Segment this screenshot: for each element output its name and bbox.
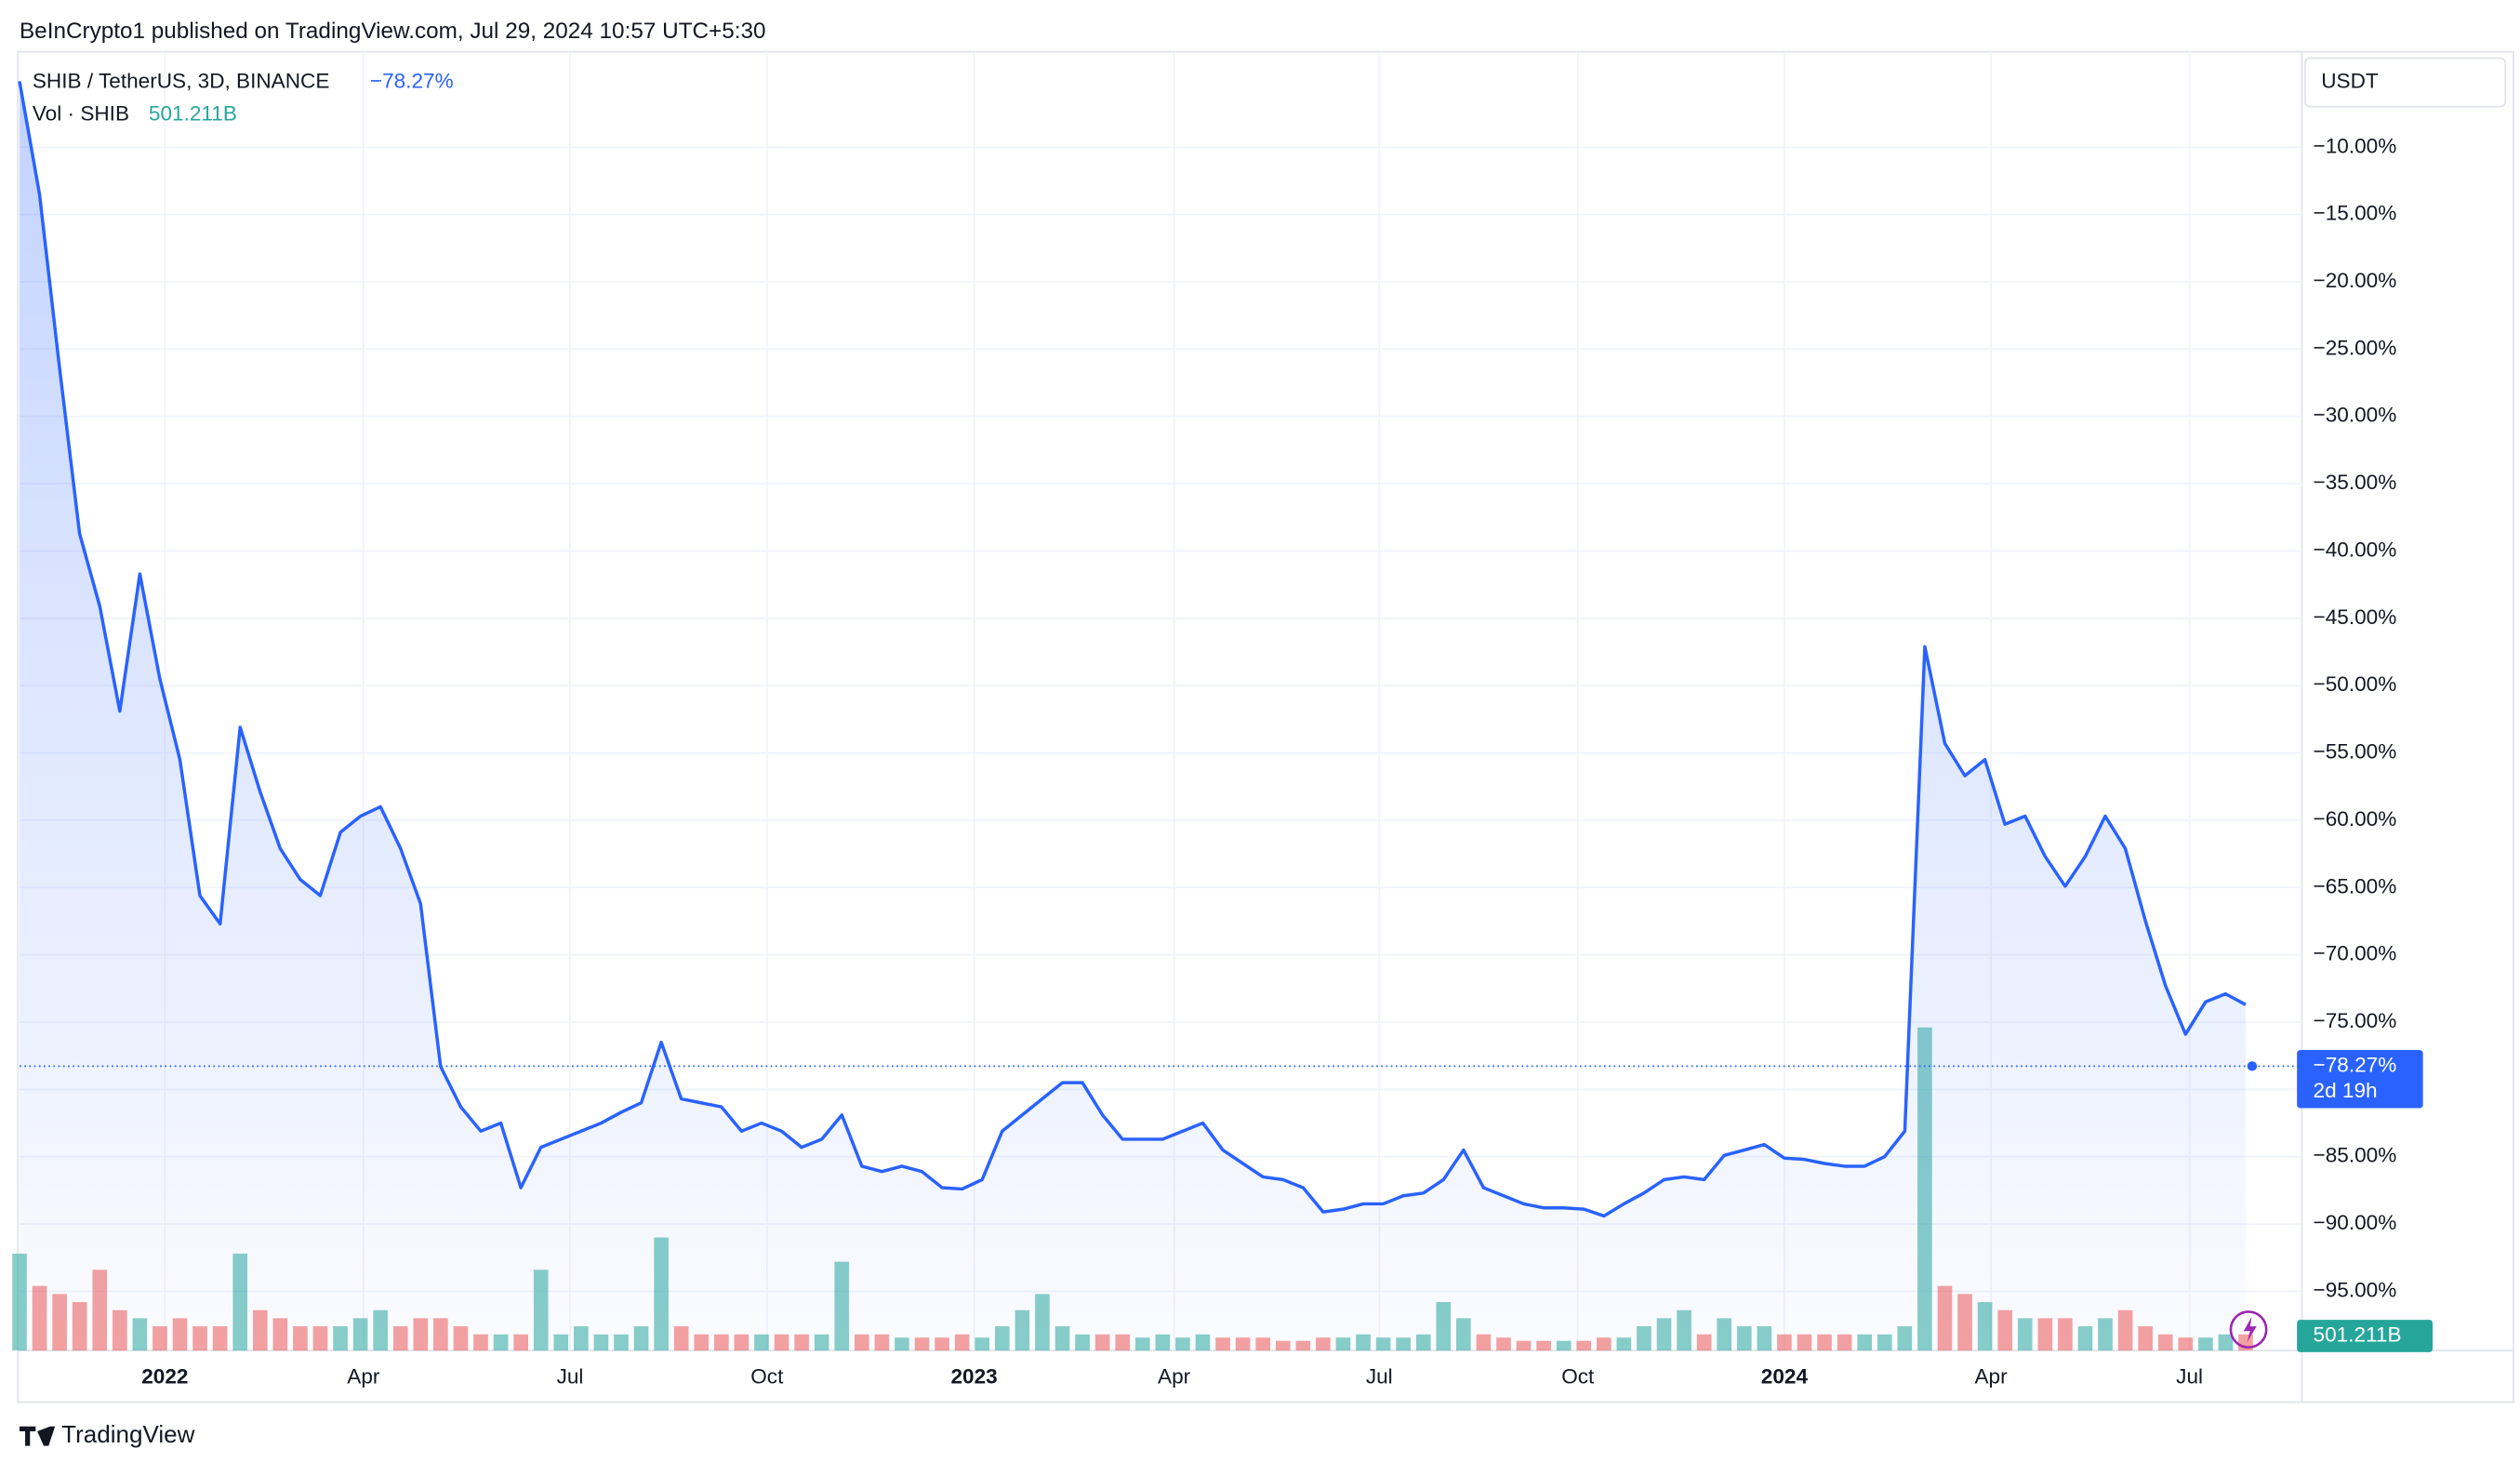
x-tick-label: 2022 xyxy=(141,1365,188,1389)
volume-badge xyxy=(2297,1320,2434,1352)
y-tick-label: −20.00% xyxy=(2314,269,2397,292)
icon xyxy=(2243,1316,2257,1343)
y-tick-label: −75.00% xyxy=(2314,1009,2397,1032)
logo xyxy=(19,1426,56,1446)
x-tick-label: Jul xyxy=(557,1365,584,1389)
y-tick-label: −30.00% xyxy=(2314,404,2397,427)
y-tick-label: −65.00% xyxy=(2314,874,2397,897)
x-tick-label: Oct xyxy=(1561,1365,1595,1389)
frame xyxy=(17,50,2514,1403)
last-value-badge xyxy=(2297,1049,2423,1109)
y-tick-label: −95.00% xyxy=(2314,1278,2397,1301)
area xyxy=(19,81,2246,1351)
currency-box[interactable] xyxy=(2303,57,2507,108)
header: BeInCrypto1 published on TradingView.com… xyxy=(20,19,766,44)
y-tick-label: −60.00% xyxy=(2314,807,2397,831)
symbol: SHIB / TetherUS, 3D, BINANCE xyxy=(33,70,330,93)
y-tick-label: −50.00% xyxy=(2314,672,2397,696)
y-tick-label: −90.00% xyxy=(2314,1211,2397,1234)
y-tick-label: −55.00% xyxy=(2314,740,2397,764)
x-tick-label: Oct xyxy=(750,1365,784,1389)
y-tick-label: −15.00% xyxy=(2314,202,2397,225)
volume-title: Vol · SHIB xyxy=(33,101,129,125)
countdown: 2d 19h xyxy=(2314,1079,2378,1102)
last-value-dot xyxy=(2247,1061,2258,1071)
footer: TradingView xyxy=(61,1420,195,1448)
price-line xyxy=(18,81,2247,1218)
currency[interactable]: USDT xyxy=(2321,70,2379,93)
volume-badge-label: 501.211B xyxy=(2314,1322,2402,1346)
y-tick-label: −40.00% xyxy=(2314,538,2397,561)
y-tick-label: −70.00% xyxy=(2314,942,2397,965)
y-tick-label: −10.00% xyxy=(2314,134,2397,157)
y-tick-label: −35.00% xyxy=(2314,471,2397,494)
y-tick-label: −25.00% xyxy=(2314,336,2397,359)
icon[interactable] xyxy=(2229,1310,2268,1349)
last-value-label: −78.27% xyxy=(2314,1053,2397,1076)
x-tick-label: 2024 xyxy=(1761,1365,1809,1389)
x-tick-label: Apr xyxy=(347,1365,380,1389)
x-tick-label: 2023 xyxy=(950,1365,997,1389)
y-tick-label: −85.00% xyxy=(2314,1144,2397,1167)
x-tick-label: Jul xyxy=(2176,1365,2203,1389)
y-tick-label: −45.00% xyxy=(2314,605,2397,629)
x-tick-label: Apr xyxy=(1158,1365,1191,1389)
volume-value: 501.211B xyxy=(149,101,237,125)
x-tick-label: Jul xyxy=(1366,1365,1393,1389)
change: −78.27% xyxy=(370,70,454,93)
x-tick-label: Apr xyxy=(1975,1365,2009,1389)
